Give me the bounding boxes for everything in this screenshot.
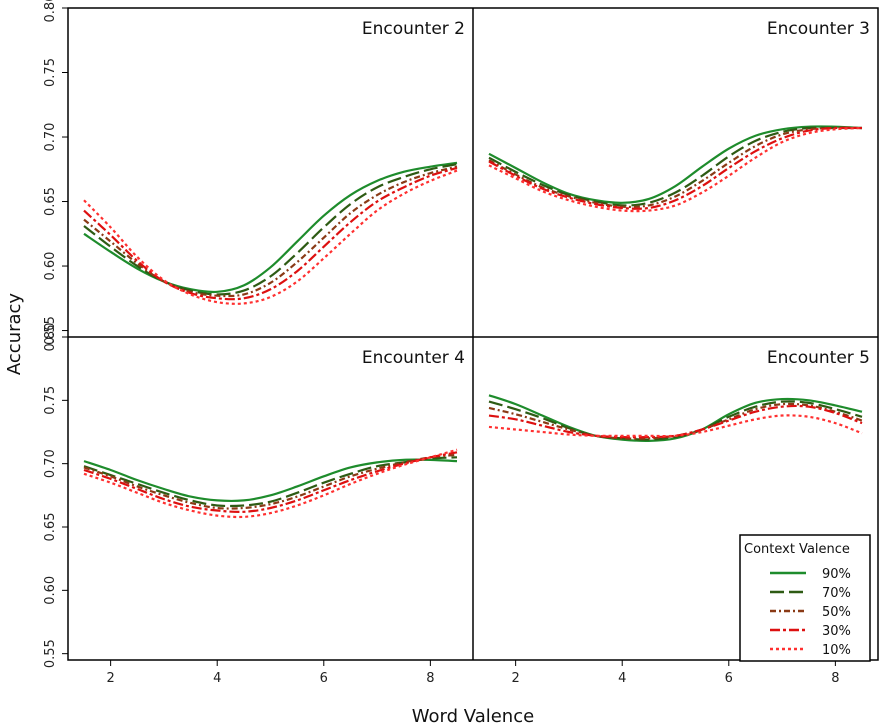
legend-items: 90% 70% 50% 30% 10% xyxy=(770,567,851,658)
panel-title-3: Encounter 4 xyxy=(362,348,465,368)
x-axis-title: Word Valence xyxy=(412,706,534,727)
y-tick-label: 0.70 xyxy=(43,123,58,152)
panel-2: Encounter 3 xyxy=(488,19,870,213)
series-line-70pct-panel-2 xyxy=(488,126,863,207)
legend-label-50pct: 50% xyxy=(822,605,851,620)
x-tick-label: 2 xyxy=(106,671,114,686)
series-line-90pct-panel-3 xyxy=(83,458,458,503)
series-line-30pct-panel-4 xyxy=(488,404,863,439)
panel-title-4: Encounter 5 xyxy=(767,348,870,368)
panels-layer: Encounter 2 Encounter 3 Encounter 4 Encount… xyxy=(83,19,870,519)
panel-3: Encounter 4 xyxy=(83,348,465,519)
panel-1: Encounter 2 xyxy=(83,19,465,305)
series-line-10pct-panel-4 xyxy=(488,414,863,438)
x-tick-label: 4 xyxy=(618,671,626,686)
y-tick-label: 0.75 xyxy=(43,58,58,87)
y-axis-title: Accuracy xyxy=(4,293,25,376)
series-line-90pct-panel-4 xyxy=(488,394,863,443)
y-tick-label: 0.55 xyxy=(43,316,58,345)
y-tick-label: 0.70 xyxy=(43,449,58,478)
legend-box xyxy=(739,534,871,662)
x-tick-label: 4 xyxy=(213,671,221,686)
legend-title: Context Valence xyxy=(744,542,850,557)
legend: Context Valence 90% 70% 50% 30% 10% xyxy=(739,534,871,662)
y-tick-label: 0.65 xyxy=(43,187,58,216)
series-line-30pct-panel-3 xyxy=(83,451,458,514)
series-line-50pct-panel-4 xyxy=(488,402,863,440)
series-line-50pct-panel-1 xyxy=(83,165,458,298)
series-line-90pct-panel-2 xyxy=(488,125,863,204)
x-tick-label: 6 xyxy=(725,671,733,686)
panel-title-1: Encounter 2 xyxy=(362,19,465,39)
series-line-50pct-panel-3 xyxy=(83,453,458,510)
x-tick-label: 6 xyxy=(320,671,328,686)
panel-4: Encounter 5 xyxy=(488,348,870,443)
x-tick-label: 2 xyxy=(511,671,519,686)
series-line-10pct-panel-1 xyxy=(83,169,458,305)
series-line-10pct-panel-2 xyxy=(488,126,863,213)
series-line-70pct-panel-4 xyxy=(488,400,863,441)
legend-label-70pct: 70% xyxy=(822,586,851,601)
series-line-10pct-panel-3 xyxy=(83,448,458,519)
panel-title-2: Encounter 3 xyxy=(767,19,870,39)
y-tick-label: 0.65 xyxy=(43,513,58,542)
legend-label-90pct: 90% xyxy=(822,567,851,582)
y-tick-label: 0.75 xyxy=(43,386,58,415)
y-tick-label: 0.60 xyxy=(43,576,58,605)
series-line-50pct-panel-2 xyxy=(488,126,863,209)
axes-layer: 0.550.600.650.700.750.800.550.600.650.70… xyxy=(43,0,879,686)
legend-label-10pct: 10% xyxy=(822,643,851,658)
y-tick-label: 0.80 xyxy=(43,323,58,352)
y-tick-label: 0.55 xyxy=(43,639,58,668)
x-tick-label: 8 xyxy=(831,671,839,686)
legend-label-30pct: 30% xyxy=(822,624,851,639)
series-line-30pct-panel-2 xyxy=(488,126,863,210)
y-tick-label: 0.80 xyxy=(43,0,58,22)
series-line-90pct-panel-1 xyxy=(83,161,458,294)
series-line-30pct-panel-1 xyxy=(83,166,458,301)
y-tick-label: 0.60 xyxy=(43,252,58,281)
x-tick-label: 8 xyxy=(426,671,434,686)
series-line-70pct-panel-1 xyxy=(83,163,458,296)
